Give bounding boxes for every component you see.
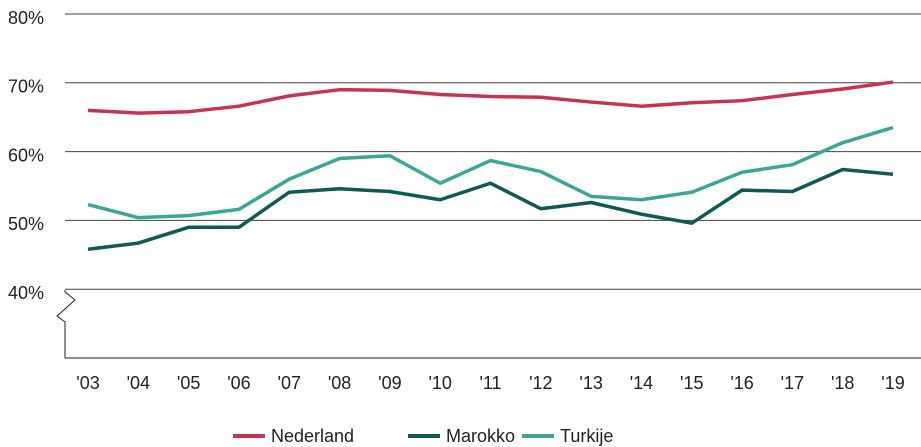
- y-tick-label: 40%: [8, 283, 44, 303]
- legend-label: Marokko: [446, 426, 515, 446]
- y-axis: [56, 290, 76, 358]
- x-tick-label: '04: [127, 373, 150, 393]
- x-tick-label: '18: [831, 373, 854, 393]
- y-tick-label: 50%: [8, 214, 44, 234]
- y-tick-label: 70%: [8, 77, 44, 97]
- x-tick-label: '07: [278, 373, 301, 393]
- x-tick-label: '10: [428, 373, 451, 393]
- x-tick-label: '03: [76, 373, 99, 393]
- series-line: [87, 125, 894, 220]
- x-tick-label: '05: [177, 373, 200, 393]
- axis-break: [56, 290, 921, 359]
- x-tick-label: '19: [881, 373, 904, 393]
- legend-label: Nederland: [271, 426, 354, 446]
- series-line: [87, 167, 894, 252]
- x-tick-label: '13: [579, 373, 602, 393]
- x-tick-label: '09: [378, 373, 401, 393]
- y-tick-label: 80%: [8, 8, 44, 28]
- x-tick-label: '08: [328, 373, 351, 393]
- x-tick-label: '06: [227, 373, 250, 393]
- x-tick-label: '16: [730, 373, 753, 393]
- x-tick-label: '14: [630, 373, 653, 393]
- y-tick-label: 60%: [8, 145, 44, 165]
- x-tick-label: '15: [680, 373, 703, 393]
- x-tick-label: '17: [781, 373, 804, 393]
- x-tick-label: '12: [529, 373, 552, 393]
- series-line: [87, 80, 894, 115]
- legend-label: Turkije: [560, 426, 613, 446]
- x-tick-label: '11: [479, 373, 501, 393]
